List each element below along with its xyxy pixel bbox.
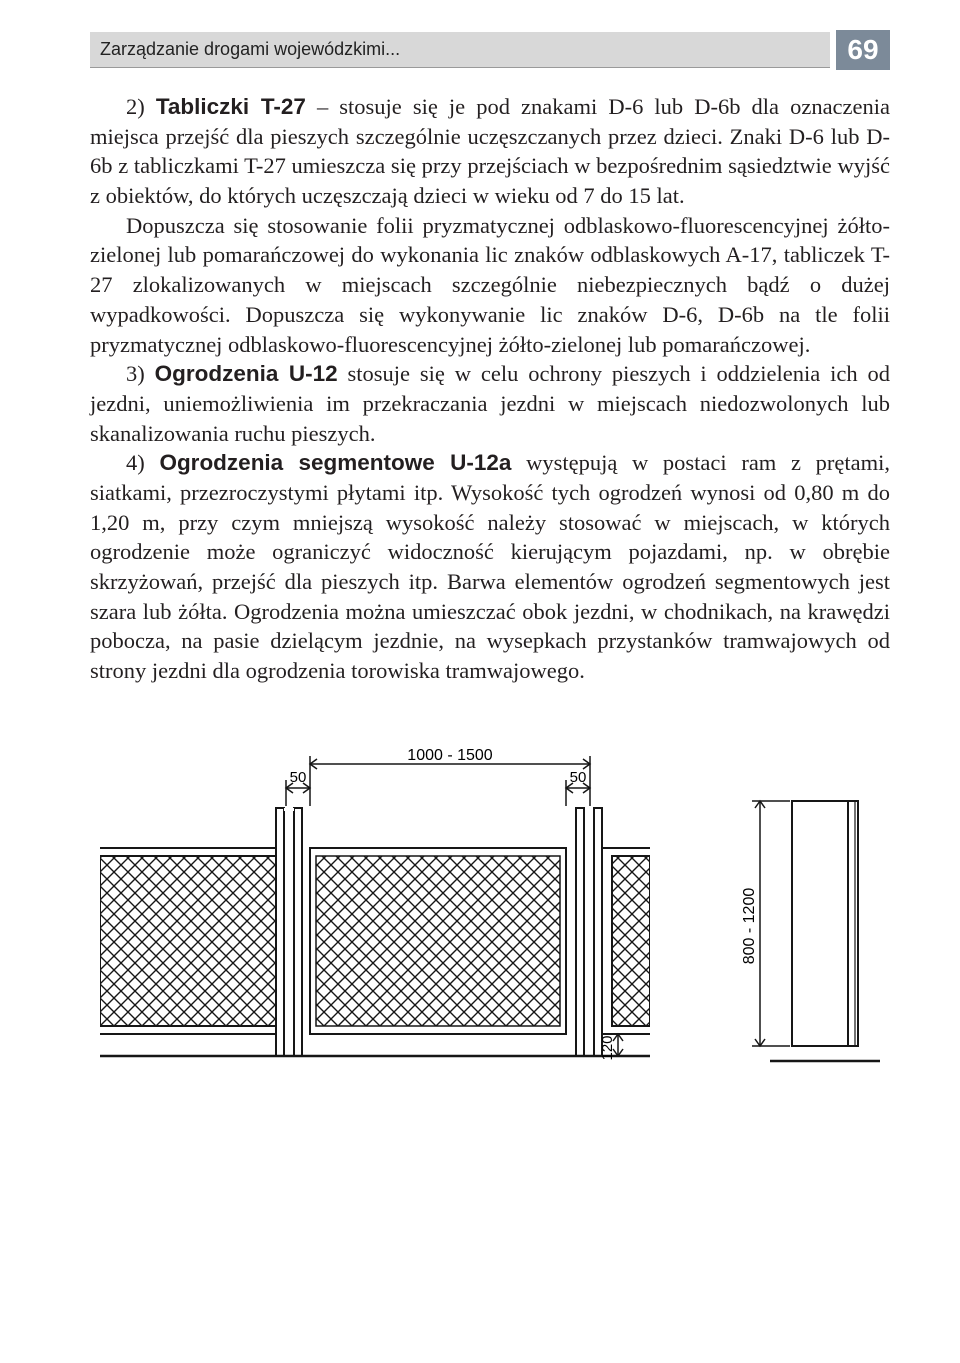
- p1-bold: Tabliczki T-27: [156, 94, 306, 119]
- page: Zarządzanie drogami wojewódzkimi... 69 2…: [0, 0, 960, 1363]
- body-text: 2) Tabliczki T-27 – stosuje się je pod z…: [90, 92, 890, 686]
- header-bar: Zarządzanie drogami wojewódzkimi... 69: [90, 30, 890, 70]
- p4-rest: występują w postaci ram z prętami, siatk…: [90, 450, 890, 683]
- paragraph-4: 4) Ogrodzenia segmentowe U-12a występują…: [90, 448, 890, 686]
- p3-lead: 3): [126, 361, 155, 386]
- paragraph-1: 2) Tabliczki T-27 – stosuje się je pod z…: [90, 92, 890, 211]
- page-number-badge: 69: [836, 30, 890, 70]
- dim-height: 800 - 1200: [741, 887, 758, 964]
- dim-post-right: 50: [570, 769, 587, 786]
- figure-front-view: 1000 - 1500 50 50: [100, 746, 650, 1066]
- paragraph-3: 3) Ogrodzenia U-12 stosuje się w celu oc…: [90, 359, 890, 448]
- dim-overall-width: 1000 - 1500: [407, 747, 493, 764]
- running-title: Zarządzanie drogami wojewódzkimi...: [90, 32, 830, 68]
- p3-bold: Ogrodzenia U-12: [155, 361, 338, 386]
- figure-side-view: 800 - 1200: [740, 766, 880, 1066]
- dim-post-left: 50: [290, 769, 307, 786]
- paragraph-2: Dopuszcza się stosowanie folii pryzmatyc…: [90, 211, 890, 359]
- dim-ground-clearance: 120: [599, 1035, 616, 1060]
- p1-lead: 2): [126, 94, 156, 119]
- figure-wrap: 1000 - 1500 50 50: [90, 746, 890, 1066]
- p4-lead: 4): [126, 450, 159, 475]
- p4-bold: Ogrodzenia segmentowe U-12a: [159, 450, 511, 475]
